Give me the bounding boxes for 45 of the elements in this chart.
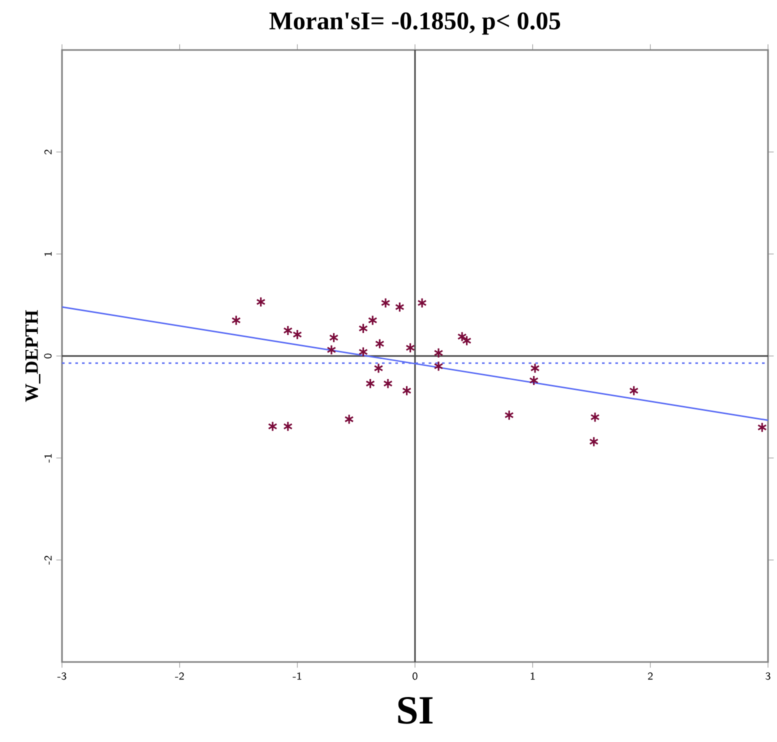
point xyxy=(256,296,266,308)
point xyxy=(406,342,416,354)
point xyxy=(374,362,384,374)
y-tick-label: 2 xyxy=(44,150,52,154)
chart-title: Moran'sI= -0.1850, p< 0.05 xyxy=(269,12,560,35)
point xyxy=(231,314,241,326)
point xyxy=(530,362,540,374)
point xyxy=(383,378,393,389)
point xyxy=(504,410,514,420)
x-tick-label: 3 xyxy=(766,672,770,680)
point xyxy=(529,375,539,386)
point xyxy=(283,421,293,432)
point xyxy=(590,412,600,423)
point xyxy=(368,314,378,326)
point xyxy=(366,378,376,389)
point xyxy=(374,338,384,350)
point xyxy=(329,332,339,343)
point xyxy=(757,422,767,433)
point xyxy=(358,323,368,334)
y-axis-title: W_DEPTH xyxy=(26,310,40,402)
point xyxy=(394,302,404,312)
y-tick-label: -1 xyxy=(44,454,52,463)
x-tick-label: -1 xyxy=(292,672,302,680)
point xyxy=(268,421,278,432)
x-tick-label: 0 xyxy=(412,672,418,680)
point xyxy=(402,385,412,396)
point xyxy=(629,385,639,396)
x-tick-label: -3 xyxy=(57,672,66,680)
x-tick-label: 1 xyxy=(530,672,535,680)
point xyxy=(380,298,390,308)
point xyxy=(344,414,354,425)
point xyxy=(292,329,302,340)
point xyxy=(417,298,427,308)
y-tick-label: 0 xyxy=(44,354,52,358)
y-tick-label: 1 xyxy=(44,252,52,256)
point xyxy=(283,325,293,336)
point xyxy=(589,436,599,448)
point xyxy=(326,344,336,356)
point xyxy=(358,346,368,358)
x-tick-label: -2 xyxy=(175,672,184,680)
point xyxy=(434,348,444,358)
y-tick-label: -2 xyxy=(44,556,52,565)
x-axis-title: SI xyxy=(398,696,433,724)
x-tick-label: 2 xyxy=(648,672,653,680)
point xyxy=(434,360,444,372)
